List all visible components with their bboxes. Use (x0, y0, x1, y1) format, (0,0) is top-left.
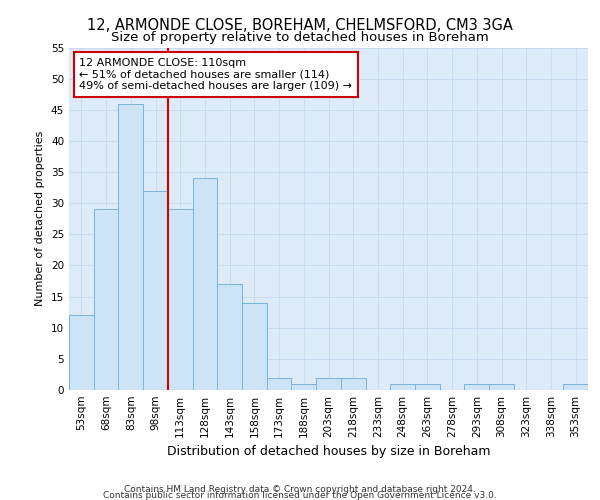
Bar (193, 178, 217, 390)
Text: Contains public sector information licensed under the Open Government Licence v3: Contains public sector information licen… (103, 491, 497, 500)
Text: Size of property relative to detached houses in Boreham: Size of property relative to detached ho… (111, 31, 489, 44)
Bar (118, 104, 143, 390)
Bar (489, 384, 514, 390)
Bar (292, 384, 316, 390)
Text: 12, ARMONDE CLOSE, BOREHAM, CHELMSFORD, CM3 3GA: 12, ARMONDE CLOSE, BOREHAM, CHELMSFORD, … (87, 18, 513, 32)
Text: Contains HM Land Registry data © Crown copyright and database right 2024.: Contains HM Land Registry data © Crown c… (124, 484, 476, 494)
Bar (341, 378, 365, 390)
Bar (143, 190, 168, 390)
Bar (217, 284, 242, 390)
Bar (94, 210, 118, 390)
Y-axis label: Number of detached properties: Number of detached properties (35, 131, 46, 306)
Bar (316, 378, 341, 390)
Bar (242, 303, 267, 390)
Bar (563, 384, 588, 390)
X-axis label: Distribution of detached houses by size in Boreham: Distribution of detached houses by size … (167, 446, 490, 458)
Bar (69, 316, 94, 390)
Bar (464, 384, 489, 390)
Bar (390, 384, 415, 390)
Bar (168, 210, 193, 390)
Bar (415, 384, 440, 390)
Bar (267, 378, 292, 390)
Text: 12 ARMONDE CLOSE: 110sqm
← 51% of detached houses are smaller (114)
49% of semi-: 12 ARMONDE CLOSE: 110sqm ← 51% of detach… (79, 58, 352, 91)
